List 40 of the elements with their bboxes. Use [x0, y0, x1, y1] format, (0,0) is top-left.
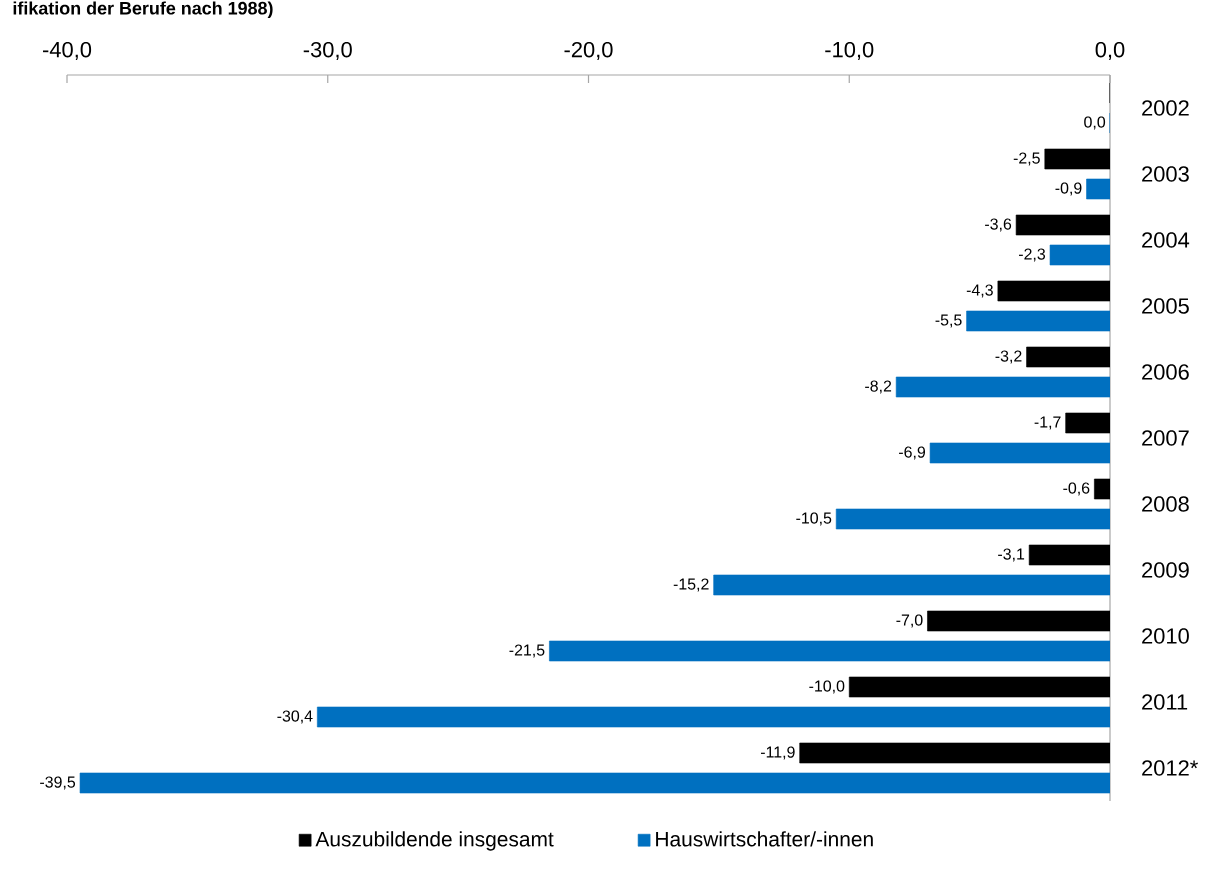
data-label: -10,0	[809, 680, 845, 694]
y-tick-label: 2003	[1142, 166, 1189, 182]
data-label: -15,2	[673, 578, 709, 592]
data-label: -39,5	[40, 776, 76, 790]
chart-title: ifikation der Berufe nach 1988)	[13, 1, 273, 19]
data-label: -10,5	[796, 512, 832, 526]
data-label: -7,0	[896, 614, 923, 628]
x-tick-label: -30,0	[303, 41, 352, 60]
legend-label: Hauswirtschafter/-innen	[656, 831, 873, 847]
y-tick-label: 2004	[1142, 232, 1190, 248]
x-tick-label: 0,0	[1095, 41, 1125, 60]
y-tick-label: 2011	[1142, 694, 1188, 710]
data-label: 0,0	[1084, 116, 1106, 130]
data-label: -2,3	[1018, 248, 1046, 262]
data-label: -8,2	[865, 380, 892, 394]
data-label: -1,7	[1034, 416, 1061, 430]
x-tick-label: -40,0	[42, 41, 92, 60]
data-label: -21,5	[509, 644, 545, 658]
y-tick-label: 2010	[1142, 628, 1189, 644]
data-label: -2,5	[1013, 152, 1040, 166]
data-label: -0,6	[1063, 482, 1090, 496]
x-tick-label: -20,0	[564, 41, 613, 60]
y-tick-label: 2008	[1142, 496, 1189, 512]
data-label: -30,4	[277, 710, 313, 724]
y-tick-label: 2005	[1142, 298, 1189, 314]
y-tick-label: 2012*	[1142, 760, 1198, 776]
data-label: -5,5	[935, 314, 962, 328]
data-label: -3,1	[998, 548, 1025, 562]
data-label: -0,9	[1055, 182, 1082, 196]
data-label: -3,2	[995, 350, 1022, 364]
data-label: -4,3	[966, 284, 993, 298]
y-tick-label: 2006	[1142, 364, 1189, 380]
y-tick-label: 2009	[1142, 562, 1189, 578]
y-tick-label: 2007	[1142, 430, 1189, 446]
data-label: -3,6	[985, 218, 1012, 232]
data-label: -6,9	[899, 446, 926, 460]
y-tick-label: 2002	[1142, 100, 1189, 116]
legend-label: Auszubildende insgesamt	[315, 831, 554, 851]
x-tick-label: -10,0	[825, 41, 874, 60]
data-label: -11,9	[760, 746, 795, 760]
